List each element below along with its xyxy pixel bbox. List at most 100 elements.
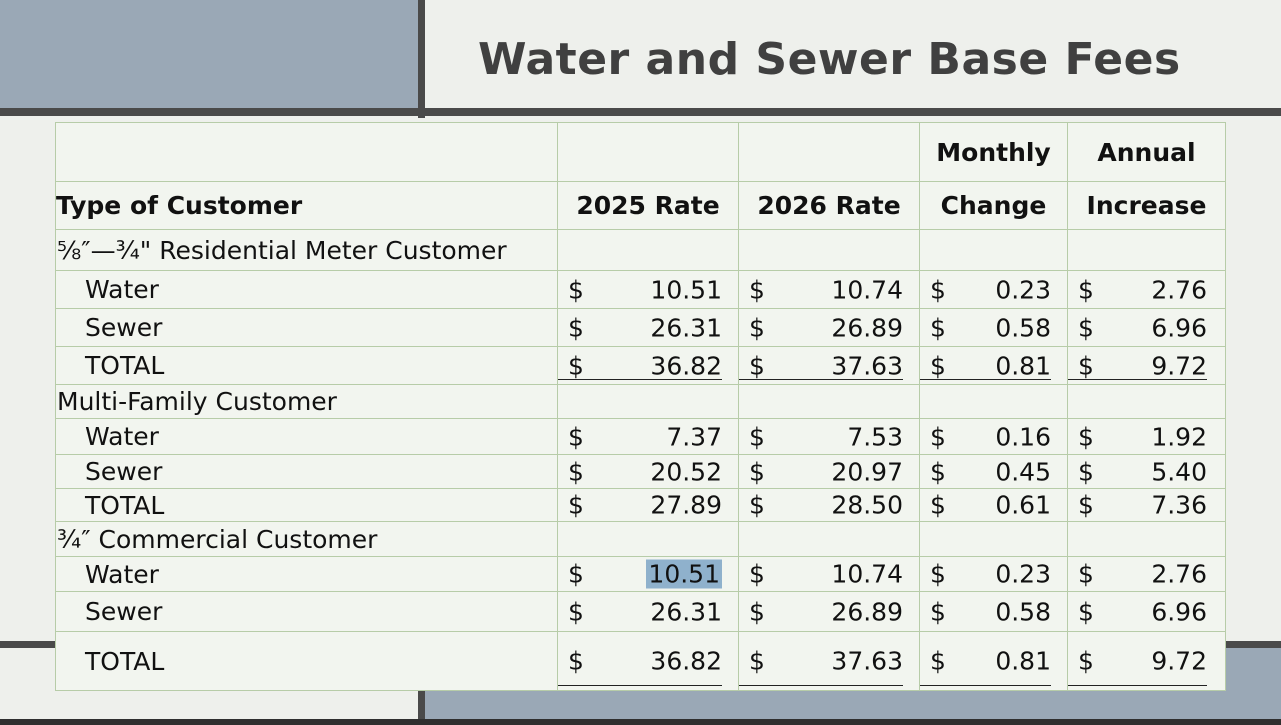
currency-symbol: $ [930, 275, 946, 304]
currency-symbol: $ [930, 313, 946, 342]
annual-increase-value: 2.76 [1151, 559, 1207, 589]
annual-increase-value: 5.40 [1151, 457, 1207, 486]
monthly-change-value: 0.81 [995, 351, 1051, 380]
rate-2026-value: 26.89 [831, 313, 903, 342]
divider-vertical-bottom [418, 686, 425, 725]
currency-symbol: $ [930, 646, 946, 676]
table-row: Water $10.51 $10.74 $0.23 $2.76 [55, 270, 1226, 309]
monthly-change-value: 0.23 [995, 559, 1051, 589]
currency-symbol: $ [749, 351, 765, 380]
currency-symbol: $ [1078, 422, 1094, 451]
rate-2025-value: 36.82 [650, 351, 722, 380]
currency-symbol: $ [568, 457, 584, 486]
annual-increase-value: 1.92 [1151, 422, 1207, 451]
header-monthly-line1: Monthly [919, 122, 1068, 182]
currency-symbol: $ [749, 646, 765, 676]
header-monthly-line2: Change [919, 181, 1068, 230]
rate-2025-value: 26.31 [650, 597, 722, 626]
currency-symbol: $ [1078, 313, 1094, 342]
currency-symbol: $ [930, 490, 946, 520]
table-row: Sewer $26.31 $26.89 $0.58 $6.96 [55, 308, 1226, 347]
table-row: Water $7.37 $7.53 $0.16 $1.92 [55, 418, 1226, 455]
rate-2025-value: 36.82 [650, 646, 722, 676]
annual-increase-value: 6.96 [1151, 597, 1207, 626]
row-label: Sewer [55, 308, 558, 347]
currency-symbol: $ [568, 597, 584, 626]
divider-horizontal-top [0, 108, 1281, 116]
category-multi-family: Multi-Family Customer [55, 384, 558, 419]
rate-2025-value: 27.89 [650, 490, 722, 520]
annual-increase-value: 9.72 [1151, 351, 1207, 380]
currency-symbol: $ [568, 313, 584, 342]
fees-table: Monthly Annual Type of Customer 2025 Rat… [55, 122, 1226, 691]
currency-symbol: $ [568, 646, 584, 676]
currency-symbol: $ [1078, 275, 1094, 304]
rate-2025-value: 26.31 [650, 313, 722, 342]
rate-2025-value: 7.37 [666, 422, 722, 451]
row-label: TOTAL [55, 488, 558, 522]
currency-symbol: $ [568, 490, 584, 520]
table-row: Water $10.51 $10.74 $0.23 $2.76 [55, 556, 1226, 592]
header-annual-line1: Annual [1067, 122, 1226, 182]
currency-symbol: $ [930, 597, 946, 626]
currency-symbol: $ [568, 351, 584, 380]
rate-2025-value: 20.52 [650, 457, 722, 486]
header-row-2: Type of Customer 2025 Rate 2026 Rate Cha… [55, 181, 1226, 230]
header-type-of-customer: Type of Customer [55, 181, 558, 230]
rate-2026-value: 7.53 [847, 422, 903, 451]
row-label: TOTAL [55, 346, 558, 385]
annual-increase-value: 2.76 [1151, 275, 1207, 304]
monthly-change-value: 0.81 [995, 646, 1051, 676]
row-label: Water [55, 418, 558, 455]
currency-symbol: $ [930, 351, 946, 380]
table-row: Sewer $26.31 $26.89 $0.58 $6.96 [55, 591, 1226, 632]
rate-2026-value: 10.74 [831, 275, 903, 304]
rate-2025-value-selected[interactable]: 10.51 [646, 559, 722, 589]
monthly-change-value: 0.58 [995, 313, 1051, 342]
row-label: TOTAL [55, 631, 558, 691]
category-row: ¾″ Commercial Customer [55, 521, 1226, 557]
rate-2026-value: 37.63 [831, 351, 903, 380]
monthly-change-value: 0.23 [995, 275, 1051, 304]
currency-symbol: $ [930, 457, 946, 486]
slate-block-top-left [0, 0, 418, 108]
currency-symbol: $ [1078, 490, 1094, 520]
table-row-total: TOTAL $27.89 $28.50 $0.61 $7.36 [55, 488, 1226, 522]
currency-symbol: $ [749, 422, 765, 451]
currency-symbol: $ [749, 275, 765, 304]
currency-symbol: $ [1078, 597, 1094, 626]
table-row-total: TOTAL $36.82 $37.63 $0.81 $9.72 [55, 631, 1226, 691]
divider-vertical-top [418, 0, 425, 118]
currency-symbol: $ [749, 559, 765, 589]
currency-symbol: $ [568, 559, 584, 589]
header-2025-rate: 2025 Rate [557, 181, 739, 230]
category-commercial: ¾″ Commercial Customer [55, 521, 558, 557]
currency-symbol: $ [1078, 351, 1094, 380]
rate-2026-value: 28.50 [831, 490, 903, 520]
rate-2025-value: 10.51 [650, 275, 722, 304]
currency-symbol: $ [749, 457, 765, 486]
currency-symbol: $ [749, 597, 765, 626]
row-label: Sewer [55, 454, 558, 489]
row-label: Sewer [55, 591, 558, 632]
category-row: ⅝″—¾" Residential Meter Customer [55, 229, 1226, 271]
row-label: Water [55, 270, 558, 309]
currency-symbol: $ [1078, 646, 1094, 676]
currency-symbol: $ [930, 422, 946, 451]
currency-symbol: $ [568, 275, 584, 304]
rate-2026-value: 20.97 [831, 457, 903, 486]
bottom-edge-line [0, 719, 1281, 725]
monthly-change-value: 0.45 [995, 457, 1051, 486]
currency-symbol: $ [930, 559, 946, 589]
annual-increase-value: 6.96 [1151, 313, 1207, 342]
monthly-change-value: 0.16 [995, 422, 1051, 451]
row-label: Water [55, 556, 558, 592]
slide-title: Water and Sewer Base Fees [478, 34, 1181, 85]
category-row: Multi-Family Customer [55, 384, 1226, 419]
currency-symbol: $ [749, 490, 765, 520]
monthly-change-value: 0.61 [995, 490, 1051, 520]
category-residential: ⅝″—¾" Residential Meter Customer [55, 229, 558, 271]
rate-2026-value: 37.63 [831, 646, 903, 676]
annual-increase-value: 7.36 [1151, 490, 1207, 520]
